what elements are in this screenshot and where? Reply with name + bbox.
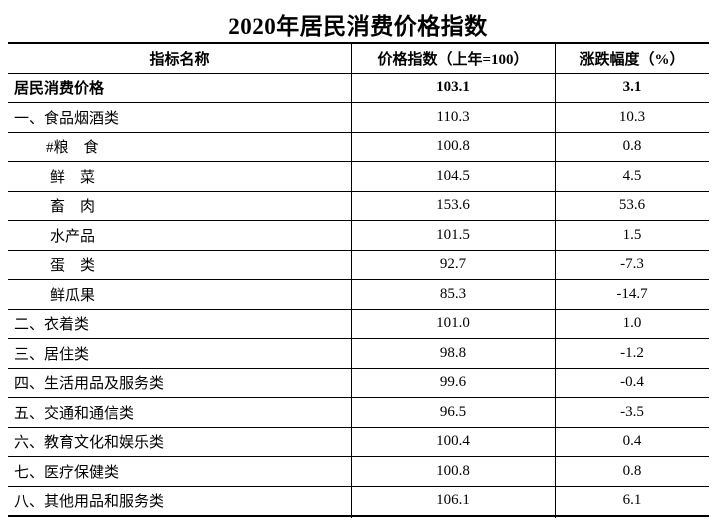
header-indicator-name: 指标名称 bbox=[8, 42, 351, 74]
price-index-cell: 96.5 bbox=[351, 397, 555, 428]
change-rate-cell: 1.5 bbox=[555, 220, 709, 251]
price-index-cell: 153.6 bbox=[351, 191, 555, 221]
cpi-table: 指标名称 价格指数（上年=100） 涨跌幅度（%） 居民消费价格 103.1 3… bbox=[8, 42, 709, 517]
indicator-name-cell: #粮 食 bbox=[8, 132, 351, 162]
change-rate-cell: -0.4 bbox=[555, 368, 709, 398]
price-index-cell: 99.6 bbox=[351, 368, 555, 398]
price-index-cell: 100.4 bbox=[351, 427, 555, 457]
header-change-rate: 涨跌幅度（%） bbox=[555, 42, 709, 74]
table-row: 居民消费价格 103.1 3.1 bbox=[8, 73, 709, 103]
change-rate-cell: 3.1 bbox=[555, 73, 709, 103]
table-row: 八、其他用品和服务类 106.1 6.1 bbox=[8, 486, 709, 517]
indicator-name-cell: 鲜 菜 bbox=[8, 161, 351, 192]
change-rate-cell: 0.8 bbox=[555, 456, 709, 487]
indicator-name-cell: 一、食品烟酒类 bbox=[8, 102, 351, 133]
table-row: 一、食品烟酒类 110.3 10.3 bbox=[8, 102, 709, 133]
table-row: 鲜 菜 104.5 4.5 bbox=[8, 161, 709, 192]
change-rate-cell: -3.5 bbox=[555, 397, 709, 428]
indicator-name-cell: 鲜瓜果 bbox=[8, 279, 351, 310]
change-rate-cell: -1.2 bbox=[555, 338, 709, 369]
price-index-cell: 101.0 bbox=[351, 309, 555, 339]
change-rate-cell: 1.0 bbox=[555, 309, 709, 339]
price-index-cell: 100.8 bbox=[351, 132, 555, 162]
table-row: 七、医疗保健类 100.8 0.8 bbox=[8, 456, 709, 487]
price-index-cell: 98.8 bbox=[351, 338, 555, 369]
table-row: 鲜瓜果 85.3 -14.7 bbox=[8, 279, 709, 310]
table-row: 二、衣着类 101.0 1.0 bbox=[8, 309, 709, 339]
table-body: 居民消费价格 103.1 3.1 一、食品烟酒类 110.3 10.3 #粮 食… bbox=[8, 73, 709, 517]
column-divider-2 bbox=[555, 42, 556, 518]
indicator-name-cell: 四、生活用品及服务类 bbox=[8, 368, 351, 398]
table-row: 三、居住类 98.8 -1.2 bbox=[8, 338, 709, 369]
indicator-name-cell: 蛋 类 bbox=[8, 250, 351, 280]
page-title: 2020年居民消费价格指数 bbox=[228, 14, 488, 39]
indicator-name-cell: 五、交通和通信类 bbox=[8, 397, 351, 428]
table-row: 六、教育文化和娱乐类 100.4 0.4 bbox=[8, 427, 709, 457]
table-row: 蛋 类 92.7 -7.3 bbox=[8, 250, 709, 280]
table-row: 五、交通和通信类 96.5 -3.5 bbox=[8, 397, 709, 428]
price-index-cell: 100.8 bbox=[351, 456, 555, 487]
table-header-row: 指标名称 价格指数（上年=100） 涨跌幅度（%） bbox=[8, 42, 709, 74]
change-rate-cell: -7.3 bbox=[555, 250, 709, 280]
change-rate-cell: 6.1 bbox=[555, 486, 709, 517]
indicator-name-cell: 七、医疗保健类 bbox=[8, 456, 351, 487]
indicator-name-cell: 居民消费价格 bbox=[8, 73, 351, 103]
change-rate-cell: -14.7 bbox=[555, 279, 709, 310]
indicator-name-cell: 八、其他用品和服务类 bbox=[8, 486, 351, 517]
change-rate-cell: 53.6 bbox=[555, 191, 709, 221]
indicator-name-cell: 六、教育文化和娱乐类 bbox=[8, 427, 351, 457]
table-row: #粮 食 100.8 0.8 bbox=[8, 132, 709, 162]
change-rate-cell: 4.5 bbox=[555, 161, 709, 192]
price-index-cell: 106.1 bbox=[351, 486, 555, 517]
indicator-name-cell: 二、衣着类 bbox=[8, 309, 351, 339]
price-index-cell: 101.5 bbox=[351, 220, 555, 251]
table-row: 水产品 101.5 1.5 bbox=[8, 220, 709, 251]
price-index-cell: 110.3 bbox=[351, 102, 555, 133]
change-rate-cell: 0.8 bbox=[555, 132, 709, 162]
indicator-name-cell: 水产品 bbox=[8, 220, 351, 251]
price-index-cell: 85.3 bbox=[351, 279, 555, 310]
change-rate-cell: 0.4 bbox=[555, 427, 709, 457]
indicator-name-cell: 三、居住类 bbox=[8, 338, 351, 369]
price-index-cell: 104.5 bbox=[351, 161, 555, 192]
indicator-name-cell: 畜 肉 bbox=[8, 191, 351, 221]
table-row: 畜 肉 153.6 53.6 bbox=[8, 191, 709, 221]
price-index-cell: 92.7 bbox=[351, 250, 555, 280]
price-index-cell: 103.1 bbox=[351, 73, 555, 103]
header-price-index: 价格指数（上年=100） bbox=[351, 42, 555, 74]
column-divider-1 bbox=[351, 42, 352, 518]
table-row: 四、生活用品及服务类 99.6 -0.4 bbox=[8, 368, 709, 398]
change-rate-cell: 10.3 bbox=[555, 102, 709, 133]
